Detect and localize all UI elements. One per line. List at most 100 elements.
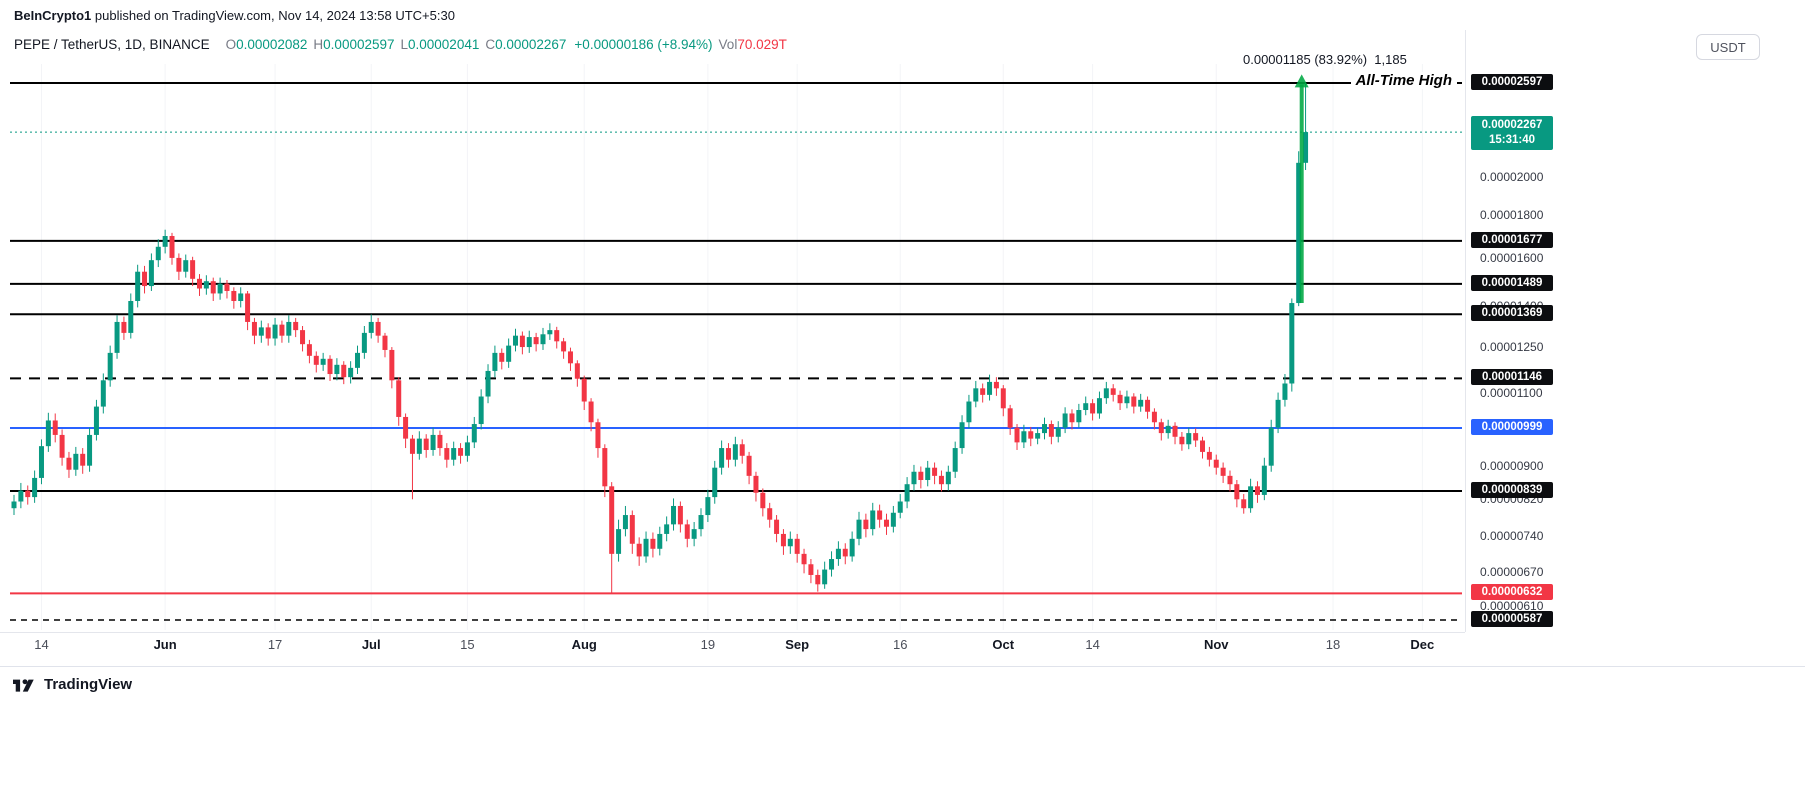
candle	[279, 320, 285, 343]
candle	[45, 412, 51, 452]
candle	[148, 253, 154, 291]
candle	[829, 551, 835, 577]
candle	[533, 332, 539, 352]
candle	[1151, 408, 1157, 430]
candle	[80, 448, 86, 474]
high-value: 0.00002597	[323, 37, 395, 52]
x-axis-tick: Nov	[1203, 637, 1229, 652]
candle	[258, 320, 264, 343]
candle	[341, 361, 347, 385]
price-range-annotation: 0.00001185 (83.92%) 1,185	[1243, 52, 1407, 67]
candle	[203, 275, 209, 295]
y-axis-tick: 0.00002000	[1480, 170, 1544, 185]
candle	[313, 351, 319, 373]
candle	[176, 253, 182, 281]
candle	[904, 477, 910, 509]
candle	[128, 293, 134, 339]
candle	[423, 434, 429, 458]
y-axis-tick: 0.00000740	[1480, 529, 1544, 544]
time-axis[interactable]: 14 Jun 17 Jul 15 Aug 19 Sep 16 Oct 14 Nov 18 Dec	[0, 637, 1465, 659]
candle	[471, 416, 477, 449]
candle	[1303, 83, 1309, 170]
candle	[849, 531, 855, 562]
candle	[513, 328, 519, 352]
y-axis-tick: 0.00001800	[1480, 208, 1544, 223]
x-axis-tick: 16	[892, 637, 908, 652]
candle	[1179, 431, 1185, 451]
candle	[609, 482, 615, 594]
candle	[863, 513, 869, 538]
candle	[932, 462, 938, 485]
candle	[1289, 298, 1295, 392]
symbol-title[interactable]: PEPE / TetherUS, 1D, BINANCE	[14, 37, 210, 52]
candle	[1090, 399, 1096, 421]
candle	[66, 451, 72, 478]
candle	[478, 389, 484, 430]
candle	[210, 277, 216, 302]
candle	[251, 317, 257, 345]
chart-legend[interactable]: PEPE / TetherUS, 1D, BINANCE O0.00002082 H…	[14, 37, 787, 52]
x-axis-tick: Jul	[361, 637, 381, 652]
measure-arrow-head	[1294, 74, 1309, 88]
candle	[774, 515, 780, 543]
candle	[1193, 428, 1199, 447]
candle	[231, 287, 237, 309]
candle	[1110, 384, 1116, 402]
candle	[1069, 409, 1075, 430]
candle	[1254, 481, 1260, 503]
candle	[1158, 418, 1164, 441]
candle	[877, 504, 883, 528]
candle	[1261, 457, 1267, 501]
candle	[1083, 396, 1089, 416]
candle	[389, 347, 395, 389]
close-value: 0.00002267	[495, 37, 567, 52]
candle	[492, 345, 498, 378]
candle	[595, 418, 601, 458]
candle	[787, 531, 793, 554]
candle	[286, 315, 292, 343]
candle	[657, 526, 663, 556]
candle	[1145, 396, 1151, 419]
candle	[993, 377, 999, 396]
candle	[361, 326, 367, 359]
candle	[918, 466, 924, 489]
all-time-high-label: All-Time High	[1350, 72, 1457, 89]
candle	[416, 431, 422, 460]
candle	[1062, 407, 1068, 434]
candle	[677, 501, 683, 533]
candle	[245, 290, 251, 331]
candle	[526, 330, 532, 353]
candle	[835, 541, 841, 566]
candle	[464, 435, 470, 462]
x-axis-tick: Jun	[153, 637, 177, 652]
candle	[1172, 422, 1178, 445]
candle	[664, 516, 670, 542]
candle	[780, 529, 786, 555]
candle	[856, 511, 862, 546]
candle	[334, 358, 340, 381]
candle	[348, 361, 354, 384]
candle	[980, 383, 986, 403]
candle	[430, 427, 436, 456]
candle	[732, 436, 738, 467]
currency-toggle-button[interactable]: USDT	[1696, 34, 1760, 60]
tradingview-logo[interactable]: TradingView	[13, 676, 132, 693]
y-axis-tick: 0.00000900	[1480, 458, 1544, 473]
price-axis[interactable]: 0.00002267 15:31:40 0.00002000 0.00001800…	[1468, 0, 1598, 700]
candle	[506, 338, 512, 368]
candle	[437, 430, 443, 456]
candle	[815, 569, 821, 592]
candle	[52, 413, 58, 443]
y-axis-tick: 0.00001600	[1480, 250, 1544, 265]
candle	[801, 548, 807, 574]
candle	[987, 374, 993, 401]
candle	[1021, 424, 1027, 449]
candle	[705, 489, 711, 523]
candle	[760, 488, 766, 517]
publish-details: published on TradingView.com, Nov 14, 20…	[91, 8, 455, 23]
candle	[842, 543, 848, 565]
candle	[100, 373, 106, 414]
candle	[911, 464, 917, 491]
close-label: C	[485, 37, 496, 52]
